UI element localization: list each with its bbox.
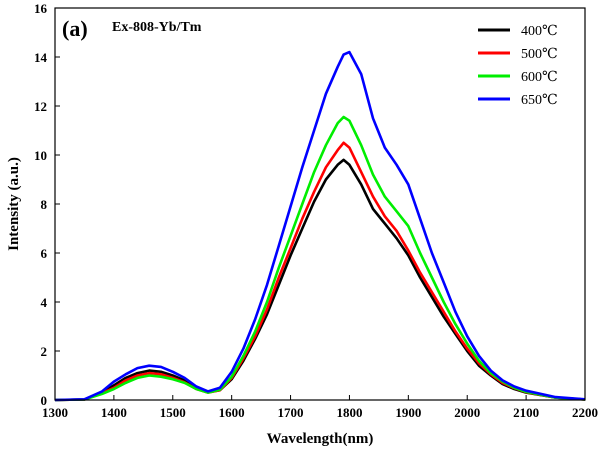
series-line-3 xyxy=(54,115,586,402)
y-tick-label: 10 xyxy=(34,148,47,163)
y-tick-label: 6 xyxy=(41,246,48,261)
x-tick-label: 1700 xyxy=(278,405,304,420)
x-tick-label: 1400 xyxy=(101,405,127,420)
y-tick-label: 8 xyxy=(41,197,48,212)
chart-title: Ex-808-Yb/Tm xyxy=(112,20,202,35)
y-tick-label: 2 xyxy=(41,344,48,359)
x-tick-label: 2100 xyxy=(513,405,539,420)
x-tick-label: 1800 xyxy=(336,405,362,420)
y-axis-label: Intensity (a.u.) xyxy=(6,157,22,251)
series-line-2 xyxy=(54,141,586,402)
plot-frame xyxy=(54,7,586,401)
ticks-layer: 1300 1400 1500 1600 1700 1800 1900 2000 2100 2200… xyxy=(34,1,598,420)
y-tick-label: 12 xyxy=(34,99,47,114)
y-tick-label: 0 xyxy=(41,393,48,408)
legend-label-3: 600℃ xyxy=(521,70,558,85)
series-line-1 xyxy=(54,158,586,402)
legend: 400℃ 500℃ 600℃ 650℃ xyxy=(478,24,558,108)
legend-label-1: 400℃ xyxy=(521,24,558,39)
y-tick-label: 14 xyxy=(34,50,48,65)
x-tick-label: 2200 xyxy=(572,405,598,420)
panel-label: (a) xyxy=(62,16,88,41)
x-tick-label: 1300 xyxy=(42,405,68,420)
y-tick-label: 4 xyxy=(41,295,48,310)
series-layer xyxy=(54,50,586,402)
x-tick-label: 1500 xyxy=(160,405,186,420)
x-axis-label: Wavelength(nm) xyxy=(267,431,374,447)
legend-label-2: 500℃ xyxy=(521,47,558,62)
x-tick-label: 2000 xyxy=(454,405,480,420)
x-tick-label: 1900 xyxy=(395,405,421,420)
x-tick-label: 1600 xyxy=(219,405,245,420)
legend-label-4: 650℃ xyxy=(521,93,558,108)
y-tick-label: 16 xyxy=(34,1,48,16)
series-line-4 xyxy=(54,50,586,402)
